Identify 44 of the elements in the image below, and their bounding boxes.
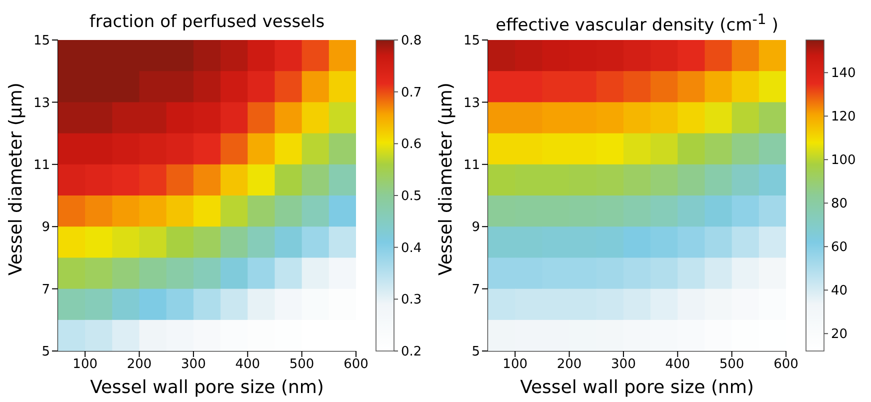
x-tick-label: 300 xyxy=(611,357,636,372)
color-bar-label: 100 xyxy=(831,153,856,168)
color-bar-label: 140 xyxy=(831,66,856,82)
x-tick-label: 200 xyxy=(556,357,582,372)
x-tick-label: 400 xyxy=(665,357,690,372)
x-tick-label: 100 xyxy=(502,357,528,372)
color-bar-label: 0.7 xyxy=(401,85,422,100)
x-tick-label: 500 xyxy=(719,357,744,372)
y-tick-label: 9 xyxy=(472,220,480,236)
color-bar-label: 0.6 xyxy=(401,137,422,152)
y-axis-title: Vessel diameter (µm) xyxy=(5,82,26,276)
y-tick-label: 15 xyxy=(463,34,480,49)
chart-title: effective vascular density (cm$^{-1}$ ) xyxy=(494,12,780,36)
y-tick-label: 7 xyxy=(42,282,50,298)
x-tick-label: 400 xyxy=(235,357,260,372)
color-bar-label: 0.5 xyxy=(401,189,422,204)
x-tick-label: 200 xyxy=(126,357,152,372)
x-tick-label: 600 xyxy=(344,357,368,372)
y-axis-title: Vessel diameter (µm) xyxy=(435,82,456,276)
color-bar-label: 0.3 xyxy=(401,292,422,308)
color-bar-label: 40 xyxy=(831,284,848,299)
x-tick-label: 600 xyxy=(774,357,798,372)
x-tick-label: 500 xyxy=(289,357,314,372)
color-bar-label: 0.4 xyxy=(401,240,422,256)
y-tick-label: 15 xyxy=(33,34,50,49)
x-tick-label: 300 xyxy=(181,357,206,372)
y-tick-label: 11 xyxy=(33,158,50,174)
y-tick-label: 13 xyxy=(33,96,50,111)
x-tick-label: 100 xyxy=(72,357,98,372)
color-bar-label: 60 xyxy=(831,240,848,256)
y-tick-label: 13 xyxy=(463,96,480,111)
color-bar-label: 80 xyxy=(831,196,848,212)
color-bar-label: 20 xyxy=(831,327,848,342)
chart-title: fraction of perfused vessels xyxy=(88,12,326,32)
color-bar-label: 0.8 xyxy=(401,34,422,48)
y-tick-label: 5 xyxy=(472,344,480,360)
x-axis-title: Vessel wall pore size (nm) xyxy=(90,377,324,398)
x-axis-title: Vessel wall pore size (nm) xyxy=(520,377,754,398)
y-tick-label: 5 xyxy=(42,344,50,360)
y-tick-label: 11 xyxy=(463,158,480,174)
y-tick-label: 9 xyxy=(42,220,50,236)
y-tick-label: 7 xyxy=(472,282,480,298)
color-bar-label: 120 xyxy=(831,110,856,125)
color-bar-label: 0.2 xyxy=(401,344,422,360)
